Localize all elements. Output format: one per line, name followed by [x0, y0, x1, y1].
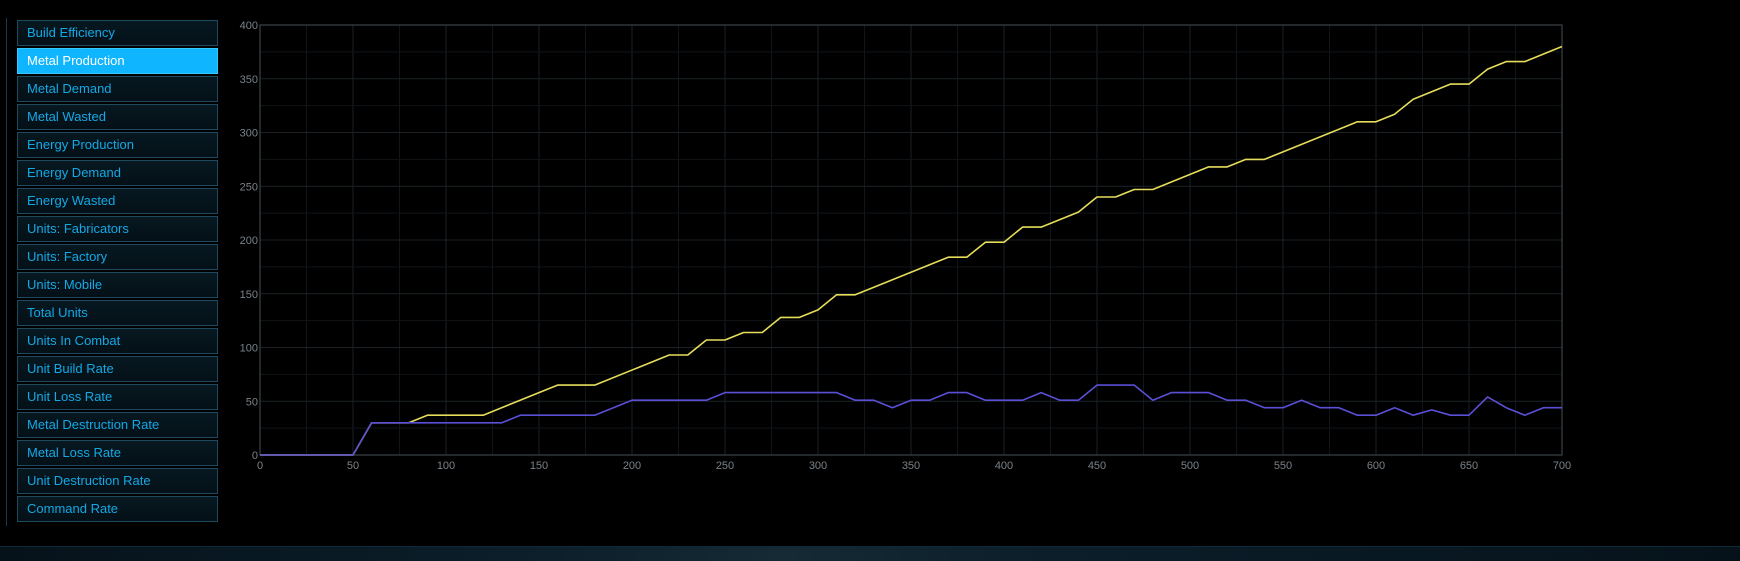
- plot-border: [259, 24, 1563, 456]
- sidebar-item-energy-production[interactable]: Energy Production: [17, 132, 218, 158]
- line-chart: 0 50 100 150 200 250 300 350 400 450 500 550 600 650 7…: [240, 20, 1572, 472]
- x-tick-label: 450: [1088, 460, 1106, 472]
- sidebar-item-units-fabricators[interactable]: Units: Fabricators: [17, 216, 218, 242]
- x-tick-label: 200: [623, 460, 641, 472]
- x-tick-label: 600: [1367, 460, 1385, 472]
- sidebar-item-metal-production[interactable]: Metal Production: [17, 48, 218, 74]
- y-tick-label: 100: [240, 343, 258, 355]
- sidebar-item-units-factory[interactable]: Units: Factory: [17, 244, 218, 270]
- sidebar-item-unit-build-rate[interactable]: Unit Build Rate: [17, 356, 218, 382]
- x-tick-label: 700: [1553, 460, 1571, 472]
- y-tick-label: 50: [246, 396, 258, 408]
- chart-area: 0 50 100 150 200 250 300 350 400 450 500 550 600 650 7…: [230, 14, 1740, 544]
- sidebar-item-command-rate[interactable]: Command Rate: [17, 496, 218, 522]
- sidebar-item-units-in-combat[interactable]: Units In Combat: [17, 328, 218, 354]
- y-tick-label: 250: [240, 181, 258, 193]
- sidebar-item-metal-demand[interactable]: Metal Demand: [17, 76, 218, 102]
- x-tick-label: 300: [809, 460, 827, 472]
- sidebar-item-metal-destruction-rate[interactable]: Metal Destruction Rate: [17, 412, 218, 438]
- x-tick-label: 350: [902, 460, 920, 472]
- x-tick-label: 650: [1460, 460, 1478, 472]
- x-tick-label: 150: [530, 460, 548, 472]
- x-tick-label: 550: [1274, 460, 1292, 472]
- y-tick-label: 400: [240, 20, 258, 32]
- x-tick-label: 250: [716, 460, 734, 472]
- stat-category-list: Build Efficiency Metal Production Metal De…: [17, 20, 218, 524]
- y-tick-label: 150: [240, 289, 258, 301]
- sidebar-item-unit-loss-rate[interactable]: Unit Loss Rate: [17, 384, 218, 410]
- background-strip: [0, 546, 1740, 561]
- y-tick-label: 350: [240, 74, 258, 86]
- sidebar-item-energy-demand[interactable]: Energy Demand: [17, 160, 218, 186]
- y-tick-label: 300: [240, 128, 258, 140]
- x-tick-label: 100: [437, 460, 455, 472]
- panel-divider: [6, 18, 7, 526]
- x-tick-label: 500: [1181, 460, 1199, 472]
- sidebar-item-units-mobile[interactable]: Units: Mobile: [17, 272, 218, 298]
- series-line-1: [260, 45, 1563, 456]
- x-tick-label: 400: [995, 460, 1013, 472]
- sidebar-item-metal-loss-rate[interactable]: Metal Loss Rate: [17, 440, 218, 466]
- x-tick-label: 0: [257, 460, 263, 472]
- y-tick-label: 0: [252, 450, 258, 462]
- sidebar-item-total-units[interactable]: Total Units: [17, 300, 218, 326]
- sidebar-item-energy-wasted[interactable]: Energy Wasted: [17, 188, 218, 214]
- sidebar-item-metal-wasted[interactable]: Metal Wasted: [17, 104, 218, 130]
- x-tick-label: 50: [347, 460, 359, 472]
- series-line-2: [260, 384, 1562, 456]
- sidebar-item-unit-destruction-rate[interactable]: Unit Destruction Rate: [17, 468, 218, 494]
- sidebar-item-build-efficiency[interactable]: Build Efficiency: [17, 20, 218, 46]
- y-tick-label: 200: [240, 235, 258, 247]
